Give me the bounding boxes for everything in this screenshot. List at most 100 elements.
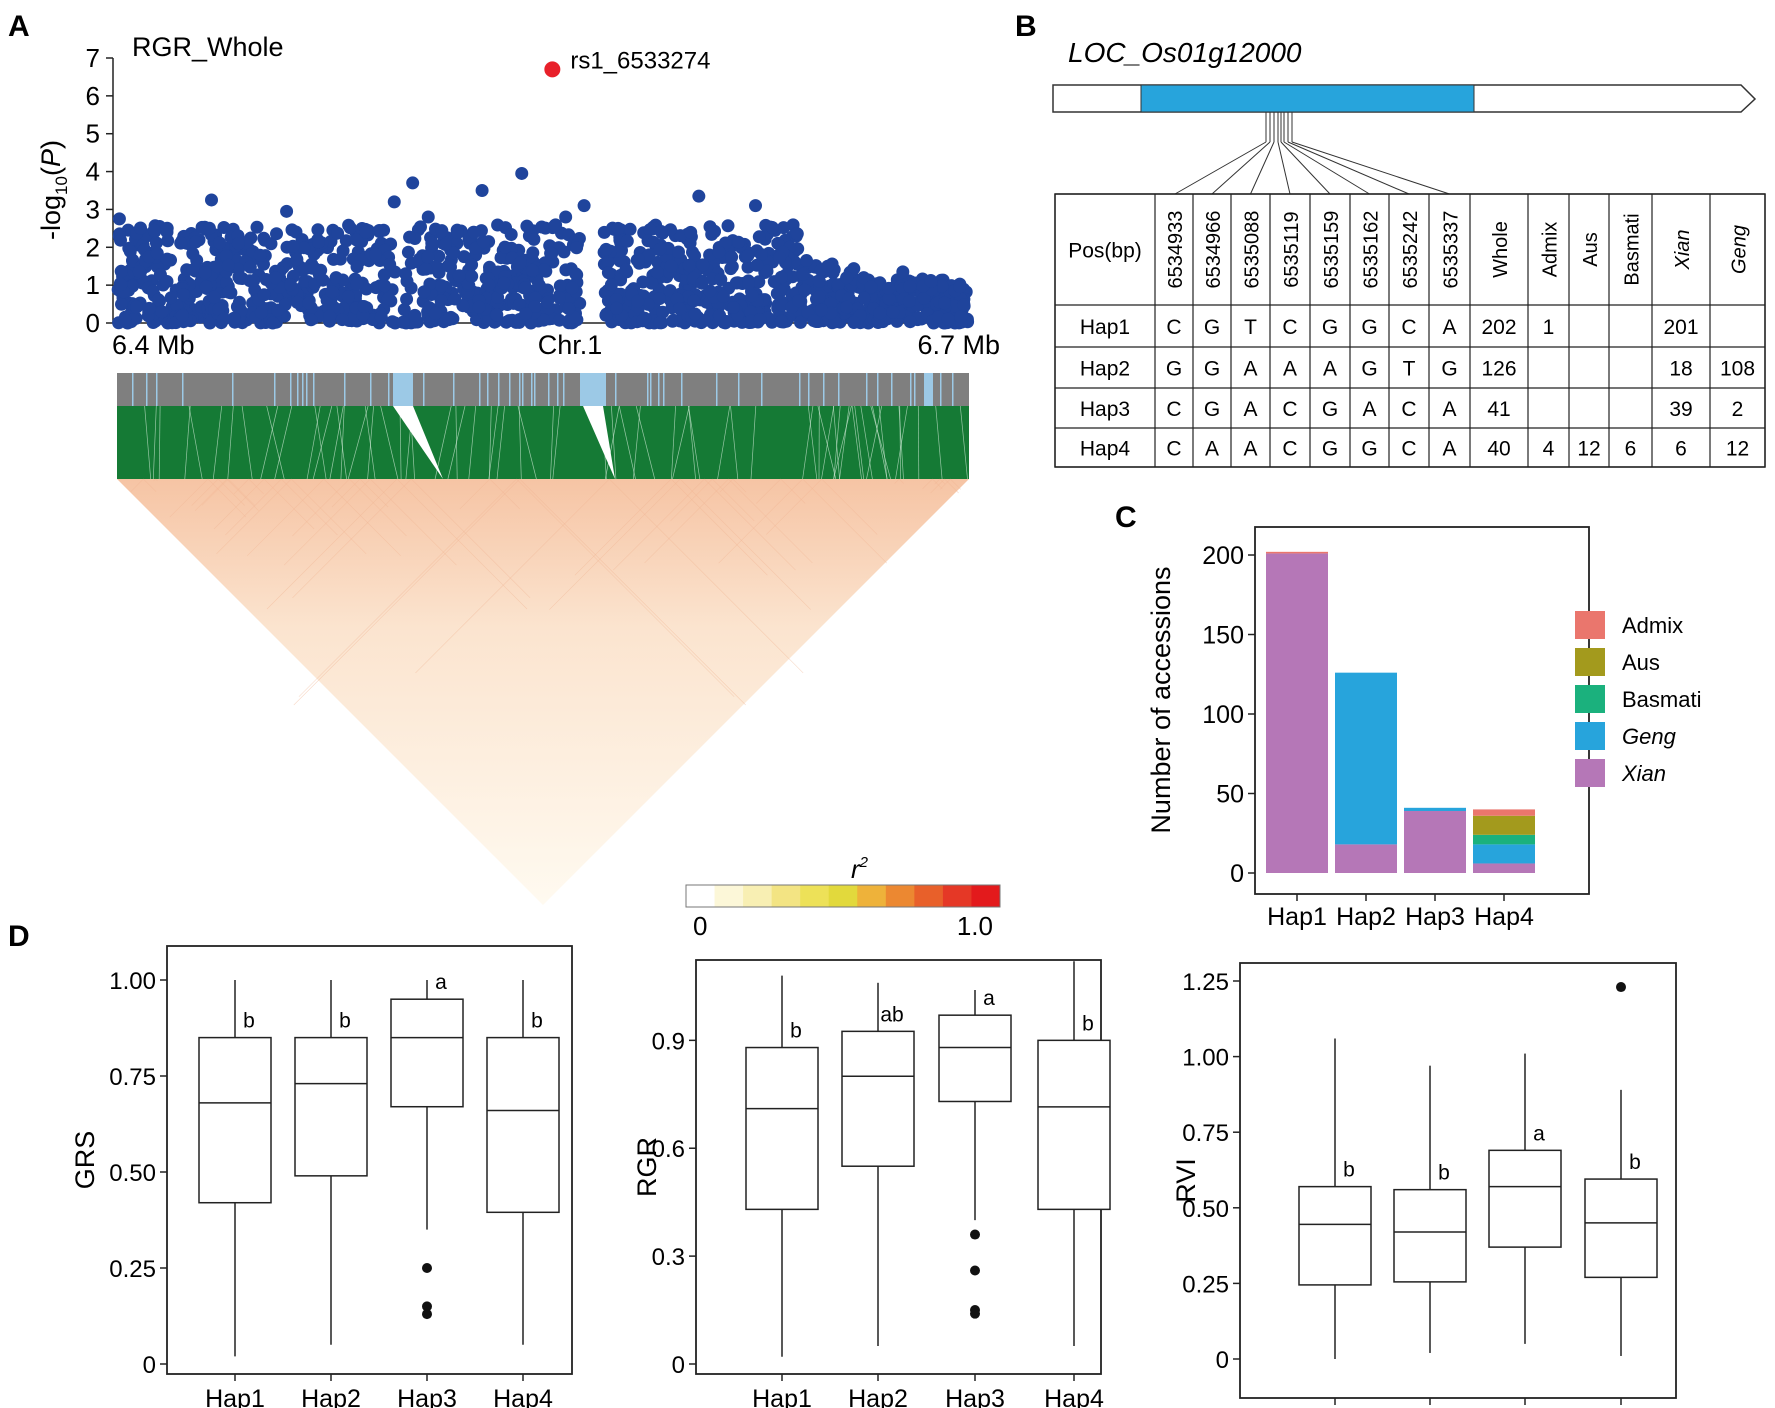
snp-point [684, 225, 698, 239]
ld-grid-line [263, 478, 315, 530]
ld-connector-line [817, 405, 837, 480]
ld-connector-line [959, 405, 968, 480]
snp-point [202, 221, 216, 235]
box-y-tick-label: 1.00 [1182, 1045, 1229, 1072]
table-col-header: 6535119 [1281, 211, 1303, 287]
r2-scale-border [685, 884, 1001, 908]
snp-point [243, 260, 257, 274]
snp-point [775, 298, 789, 312]
ld-connector-line [866, 405, 883, 480]
snp-point [160, 275, 174, 288]
snp-point [703, 284, 717, 298]
table-col-header: 6535088 [1242, 211, 1264, 289]
snp-gap-marks [132, 373, 954, 406]
snp-point [857, 271, 871, 285]
snp-gap-line [453, 373, 455, 406]
snp-gap-line [313, 373, 315, 406]
ld-grid-line [323, 478, 401, 557]
snp-point [732, 235, 745, 249]
snp-point-top [515, 166, 529, 180]
ld-grid-line [802, 478, 888, 564]
snp-point [333, 252, 347, 266]
snp-point [198, 266, 212, 280]
snp-point [254, 306, 268, 320]
box-significance-letter: b [1343, 1159, 1355, 1182]
box-iqr [486, 1036, 560, 1214]
ld-connector-line [274, 405, 293, 480]
snp-point [807, 314, 821, 328]
ld-connector-line [347, 405, 369, 480]
snp-point [399, 267, 413, 281]
ld-grid-line [732, 478, 747, 493]
panel-d: D 0 0.25 0.50 0.75 1.00 b Hap1 b Hap2 a Hap3 b Hap4 G… [8, 920, 1677, 1408]
snp-point [752, 275, 766, 289]
box-significance-letter: b [1438, 1162, 1450, 1185]
snp-point [335, 313, 349, 327]
snp-point [553, 279, 567, 293]
r2-r: r [851, 854, 861, 884]
table-cell: 40 [1487, 438, 1510, 461]
ld-connector-line [552, 405, 561, 480]
ld-connector-line [447, 405, 466, 480]
snp-point [632, 252, 645, 266]
legend-swatch-geng [1575, 722, 1605, 750]
snp-point [284, 278, 298, 292]
snp-gap-line [531, 373, 533, 406]
ld-grid-line [613, 478, 705, 571]
ld-grid-line [248, 478, 264, 495]
ld-grid-line [130, 478, 144, 492]
table-cell: 18 [1669, 358, 1692, 381]
ld-grid-line [670, 478, 768, 576]
snp-point [421, 250, 435, 264]
snp-point [882, 281, 896, 295]
ld-connector-line [188, 405, 203, 480]
box-outlier [422, 1309, 432, 1320]
box-outlier [970, 1265, 980, 1276]
table-cell: 12 [1577, 438, 1600, 461]
snp-point [752, 230, 766, 244]
ld-grid-line [415, 478, 610, 674]
snp-gap-line [910, 373, 912, 406]
snp-point-top [749, 199, 762, 213]
box-iqr [1584, 1178, 1658, 1279]
table-col-header: Basmati [1622, 213, 1644, 285]
ld-connector-line [312, 405, 333, 480]
table-cell: A [1442, 438, 1456, 461]
ld-grid-line [934, 478, 941, 485]
ld-grid-line [644, 478, 729, 564]
panel-a: A 0 1 2 3 4 5 6 7 RGR_Whole rs1_6533274 -log10(… [8, 10, 1001, 941]
box-iqr [1298, 1185, 1372, 1286]
table-cell: G [1322, 438, 1338, 461]
snp-point [190, 253, 204, 267]
snp-point [714, 273, 728, 287]
snp-point-top [359, 225, 373, 239]
bar-segment-xian [1473, 863, 1535, 873]
snp-point [821, 259, 835, 273]
snp-point [886, 305, 900, 319]
ld-connector-line [336, 405, 347, 480]
legend-label-xian: Xian [1621, 761, 1666, 786]
snp-point [601, 266, 615, 280]
ld-connector-line [314, 405, 327, 480]
snp-gap-line [914, 373, 916, 406]
snp-point [653, 316, 667, 330]
snp-point [537, 313, 551, 327]
snp-point [147, 223, 161, 237]
snp-point [298, 274, 312, 288]
snp-point [924, 274, 938, 288]
snp-gap-line [344, 373, 346, 406]
table-col-header: Whole [1490, 221, 1512, 278]
box-y-tick-label: 0.9 [652, 1028, 685, 1055]
snp-gap-line [534, 373, 536, 406]
snp-point [199, 280, 213, 294]
ld-grid-line [293, 478, 520, 706]
ld-grid-line [169, 478, 209, 518]
snp-point [417, 285, 431, 299]
snp-point [727, 301, 740, 314]
r2-scale-cell [914, 885, 944, 907]
r2-scale-cell [828, 885, 858, 907]
snp-point [253, 248, 267, 262]
manhattan-y-tick-label: 0 [86, 308, 100, 338]
r2-scale-cell [800, 885, 830, 907]
ld-connector-line [833, 405, 852, 480]
